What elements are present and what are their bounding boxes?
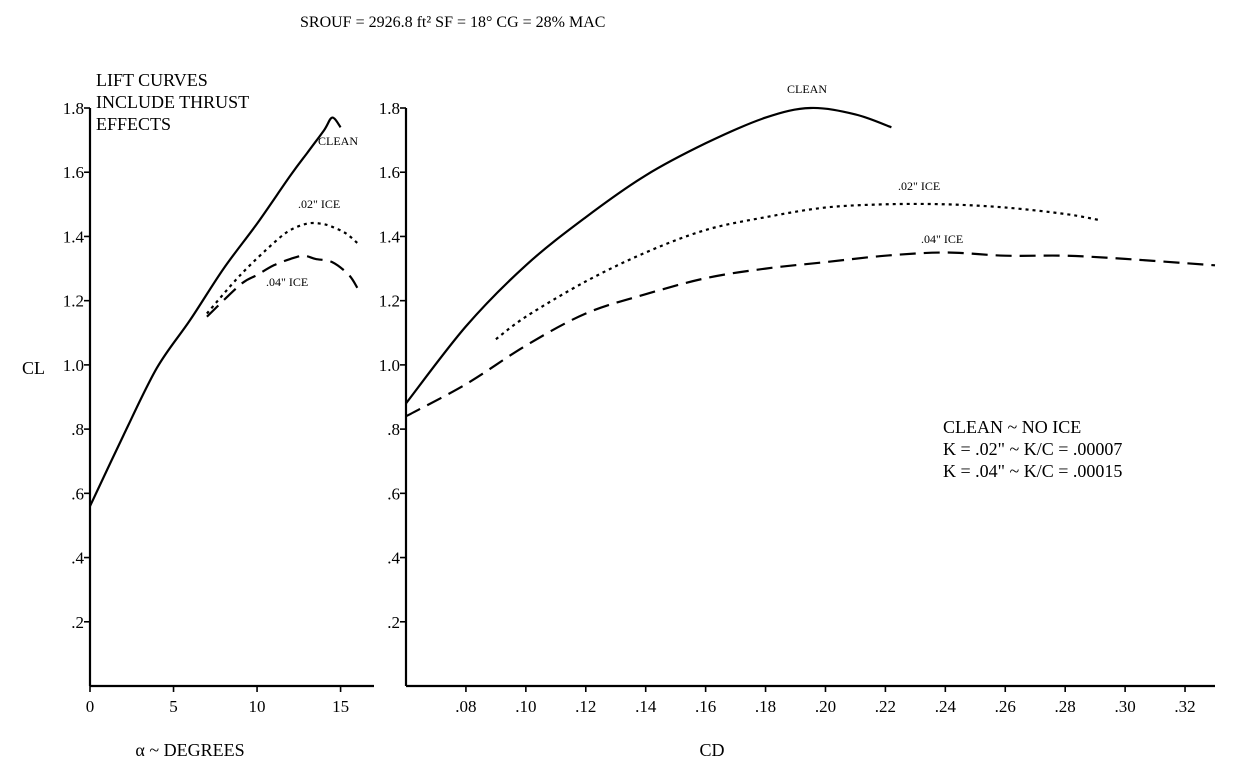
note-line: EFFECTS xyxy=(96,114,171,134)
right-x-tick-label: .08 xyxy=(455,697,476,716)
left-x-tick-label: 5 xyxy=(169,697,178,716)
left-series-ice-04-line xyxy=(206,254,359,318)
y-axis-label: CL xyxy=(22,358,45,378)
left-series-ice-02-line xyxy=(206,221,359,315)
left-y-tick-label: .8 xyxy=(71,420,84,439)
right-y-tick-label: .8 xyxy=(387,420,400,439)
right-y-tick-label: 1.0 xyxy=(379,356,400,375)
left-y-tick-label: 1.8 xyxy=(63,99,84,118)
ice-legend-note: CLEAN ~ NO ICE K = .02" ~ K/C = .00007 K… xyxy=(943,417,1122,481)
note-line: INCLUDE THRUST xyxy=(96,92,249,112)
note-line: LIFT CURVES xyxy=(96,70,208,90)
curve-labels: CLEAN .02" ICE .04" ICE CLEAN .02" ICE .… xyxy=(266,82,963,289)
left-y-tick-label: .2 xyxy=(71,613,84,632)
right-x-tick-label: .10 xyxy=(515,697,536,716)
right-x-tick-label: .22 xyxy=(875,697,896,716)
right-x-tick-label: .30 xyxy=(1114,697,1135,716)
right-x-tick-label: .16 xyxy=(695,697,716,716)
left-axes xyxy=(88,108,374,688)
ticks-layer: .2 .4 .6 .8 1.0 1.2 1.4 1.6 1.8 0 5 10 15 .2 .4 .6 .8 1.0… xyxy=(63,99,1196,716)
right-y-tick-label: .4 xyxy=(387,549,400,568)
left-ice04-label: .04" ICE xyxy=(266,275,308,289)
left-y-tick-label: .6 xyxy=(71,484,84,503)
left-x-tick-label: 15 xyxy=(332,697,349,716)
right-y-tick-label: 1.6 xyxy=(379,163,400,182)
right-series-ice-04-line xyxy=(405,251,1216,418)
left-y-tick-label: 1.2 xyxy=(63,292,84,311)
legend-line: K = .04" ~ K/C = .00015 xyxy=(943,461,1122,481)
left-y-tick-label: 1.0 xyxy=(63,356,84,375)
right-x-tick-label: .12 xyxy=(575,697,596,716)
right-series-clean-line xyxy=(405,106,892,405)
left-series-clean-line xyxy=(89,116,342,507)
right-clean-label: CLEAN xyxy=(787,82,827,96)
left-x-tick-label: 0 xyxy=(86,697,95,716)
legend-line: CLEAN ~ NO ICE xyxy=(943,417,1081,437)
left-y-tick-label: 1.4 xyxy=(63,227,85,246)
left-clean-label: CLEAN xyxy=(318,134,358,148)
legend-line: K = .02" ~ K/C = .00007 xyxy=(943,439,1122,459)
right-x-axis-label: CD xyxy=(699,740,724,760)
right-y-tick-label: .6 xyxy=(387,484,400,503)
right-ice02-label: .02" ICE xyxy=(898,179,940,193)
right-axes xyxy=(404,108,1215,688)
right-y-tick-label: 1.4 xyxy=(379,227,401,246)
left-x-tick-label: 10 xyxy=(249,697,266,716)
right-x-tick-label: .26 xyxy=(995,697,1016,716)
right-x-tick-label: .24 xyxy=(935,697,957,716)
right-x-tick-label: .18 xyxy=(755,697,776,716)
right-x-tick-label: .32 xyxy=(1174,697,1195,716)
right-ice04-label: .04" ICE xyxy=(921,232,963,246)
curves-layer xyxy=(89,106,1216,507)
right-y-tick-label: 1.2 xyxy=(379,292,400,311)
left-y-tick-label: 1.6 xyxy=(63,163,84,182)
right-x-tick-label: .20 xyxy=(815,697,836,716)
right-x-tick-label: .14 xyxy=(635,697,657,716)
left-y-tick-label: .4 xyxy=(71,549,84,568)
right-y-tick-label: 1.8 xyxy=(379,99,400,118)
right-y-tick-label: .2 xyxy=(387,613,400,632)
left-ice02-label: .02" ICE xyxy=(298,197,340,211)
lift-curves-note: LIFT CURVES INCLUDE THRUST EFFECTS xyxy=(96,70,249,134)
right-series-ice-02-line xyxy=(495,202,1102,341)
right-x-tick-label: .28 xyxy=(1055,697,1076,716)
left-x-axis-label: α ~ DEGREES xyxy=(135,740,244,760)
conditions-header: SROUF = 2926.8 ft² SF = 18° CG = 28% MAC xyxy=(300,14,605,31)
